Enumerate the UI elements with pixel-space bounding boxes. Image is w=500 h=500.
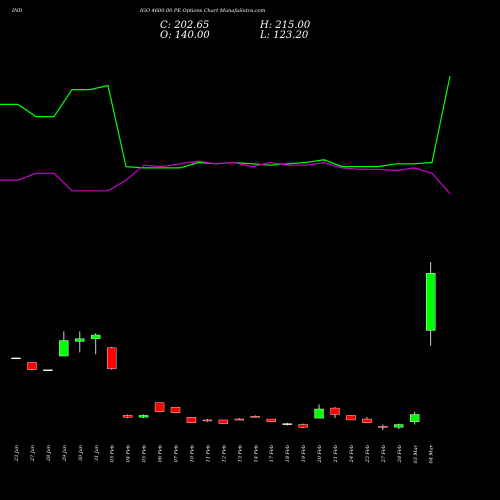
candle-body	[314, 408, 324, 419]
x-tick-label: 31 Jan	[94, 445, 100, 461]
x-tick-label: 20 Feb	[317, 445, 323, 463]
candle-body	[170, 406, 181, 413]
x-tick-label: 05 Feb	[142, 445, 148, 462]
close-value: C: 202.65	[160, 20, 210, 31]
candle-body	[330, 407, 340, 415]
line-magenta	[0, 160, 451, 194]
candle-24-feb	[346, 415, 356, 421]
x-tick-label: 10 Feb	[189, 445, 195, 462]
x-axis-ticks: 23 Jan 27 Jan 28 Jan 29 Jan 30 Jan 31 Jan 03 F…	[14, 444, 435, 463]
candle-body	[106, 347, 117, 370]
candle-27-feb	[378, 424, 388, 430]
x-tick-label: 18 Feb	[285, 445, 291, 462]
x-tick-label: 07 Feb	[174, 445, 180, 462]
candle-11-feb	[202, 419, 213, 422]
candle-body	[346, 415, 356, 421]
x-tick-label: 04 Feb	[126, 445, 132, 462]
candle-27-jan	[27, 362, 37, 371]
x-tick-label: 27 Feb	[381, 445, 387, 463]
candle-body	[426, 273, 436, 331]
candle-body	[91, 334, 101, 339]
candle-body	[362, 418, 372, 423]
candle-18-feb	[282, 422, 292, 426]
chart-subtitle: IGO 4600.00 PE Options Chart MunafaSutra…	[140, 8, 266, 14]
overlay-lines	[0, 75, 451, 194]
candle-body	[27, 362, 37, 370]
x-tick-label: 29 Jan	[62, 445, 68, 462]
candle-body	[378, 426, 388, 428]
candle-23-jan	[11, 357, 21, 360]
x-tick-label: 06 Feb	[158, 445, 164, 462]
candle-body	[186, 417, 197, 423]
x-tick-label: 28 Jan	[46, 445, 52, 462]
x-tick-label: 21 Feb	[333, 445, 339, 463]
candle-body	[122, 415, 133, 418]
candle-14-feb	[250, 415, 260, 418]
candle-07-feb	[170, 406, 181, 413]
x-tick-label: 24 Feb	[349, 445, 355, 463]
candle-04-feb	[122, 414, 133, 419]
x-tick-label: 03 Mar	[413, 444, 419, 463]
x-tick-label: 25 Feb	[365, 445, 371, 463]
candle-29-jan	[59, 331, 69, 357]
candle-body	[282, 423, 292, 425]
candle-28-feb	[394, 423, 404, 430]
candle-body	[11, 357, 21, 360]
candle-body	[43, 369, 53, 371]
line-green	[0, 75, 451, 169]
candle-body	[75, 338, 85, 342]
candle-20-feb	[314, 404, 324, 419]
x-tick-label: 30 Jan	[78, 445, 84, 461]
candle-05-feb	[138, 414, 149, 419]
candles-group	[11, 262, 436, 430]
candle-03-feb	[106, 346, 117, 370]
candle-12-feb	[218, 419, 229, 424]
candle-19-feb	[298, 423, 308, 429]
x-tick-label: 13 Feb	[237, 445, 243, 462]
candle-17-feb	[266, 418, 276, 422]
candle-21-feb	[330, 407, 340, 419]
candle-body	[218, 419, 229, 424]
symbol-label: IND	[12, 8, 23, 14]
high-value: H: 215.00	[260, 20, 311, 31]
candle-body	[266, 418, 276, 422]
candle-30-jan	[75, 331, 85, 353]
x-tick-label: 19 Feb	[301, 445, 307, 462]
candle-03-mar	[410, 411, 420, 425]
candle-body	[410, 414, 420, 422]
x-tick-label: 03 Feb	[110, 445, 116, 462]
x-tick-label: 12 Feb	[221, 445, 227, 462]
candle-28-jan	[43, 369, 53, 371]
candle-10-feb	[186, 417, 197, 423]
candle-body	[298, 424, 308, 428]
candle-body	[59, 340, 69, 357]
candle-25-feb	[362, 417, 372, 423]
candle-body	[250, 416, 260, 418]
x-tick-label: 17 Feb	[269, 445, 275, 462]
candle-body	[138, 415, 149, 418]
candle-body	[394, 424, 404, 428]
x-tick-label: 11 Feb	[205, 445, 211, 462]
candle-31-jan	[91, 333, 101, 355]
low-value: L: 123.20	[260, 30, 309, 41]
candle-body	[234, 418, 245, 421]
candle-06-feb	[154, 402, 165, 412]
x-tick-label: 04 Mar	[429, 444, 435, 463]
x-tick-label: 27 Jan	[30, 445, 36, 462]
candle-13-feb	[234, 418, 245, 421]
candle-body	[154, 402, 165, 412]
x-tick-label: 23 Jan	[14, 445, 20, 462]
candle-04-mar	[426, 262, 436, 346]
x-tick-label: 14 Feb	[253, 445, 259, 462]
open-value: O: 140.00	[160, 30, 210, 41]
x-tick-label: 28 Feb	[397, 445, 403, 463]
candle-body	[202, 419, 213, 422]
